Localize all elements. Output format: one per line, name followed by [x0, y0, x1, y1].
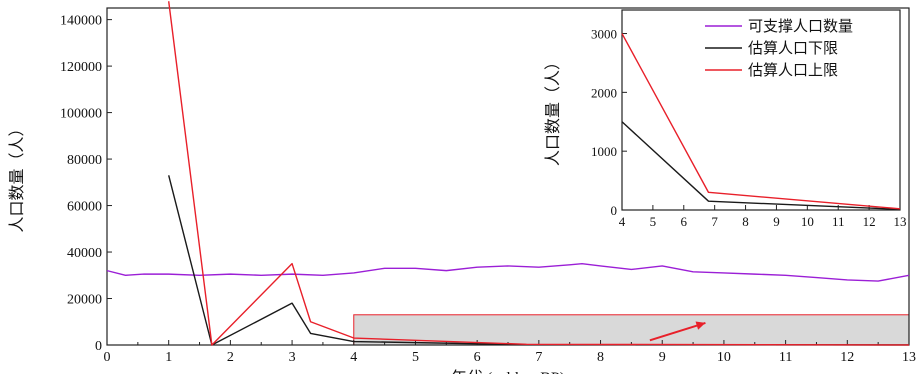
- inset-y-axis-title: 人口数量（人）: [544, 54, 562, 166]
- inset-y-tick-label: 0: [611, 203, 618, 218]
- main-x-tick-label: 5: [412, 350, 419, 365]
- inset-x-tick-label: 4: [619, 214, 626, 229]
- inset-x-tick-label: 6: [681, 214, 688, 229]
- main-y-tick-label: 60000: [67, 200, 102, 215]
- inset-x-tick-label: 12: [863, 214, 876, 229]
- inset-series-line-1: [621, 121, 901, 211]
- inset-x-tick-label: 7: [711, 214, 718, 229]
- main-x-tick-label: 11: [779, 350, 792, 365]
- main-x-tick-label: 9: [659, 350, 666, 365]
- main-plot: 0 1 2 3 4 5 6 7 8 9 10 11 12 130200004000060000800001…: [8, 1, 916, 374]
- main-x-tick-label: 3: [289, 350, 296, 365]
- inset-x-tick-label: 8: [742, 214, 749, 229]
- legend-label-3: 估算人口上限: [748, 61, 838, 79]
- main-y-axis: 0 20000 40000 60000 80000 100000 120000 140000: [60, 14, 112, 354]
- main-y-tick-label: 100000: [60, 107, 102, 122]
- inset-background: [622, 10, 900, 210]
- main-y-tick-label: 140000: [60, 14, 102, 29]
- inset-x-tick-label: 9: [773, 214, 780, 229]
- inset-y-tick-label: 3000: [591, 27, 617, 42]
- main-x-tick-label: 10: [717, 350, 731, 365]
- main-series-line-1: [106, 262, 910, 282]
- inset-y-tick-label: 1000: [591, 144, 617, 159]
- inset-x-tick-label: 11: [832, 214, 845, 229]
- inset-plot-frame: [621, 9, 901, 211]
- main-series-line-3: [167, 1, 910, 346]
- main-y-tick-label: 40000: [67, 246, 102, 261]
- pointer-arrow-head: [695, 321, 706, 330]
- inset-x-tick-label: 10: [801, 214, 814, 229]
- legend-label-1: 可支撑人口数量: [748, 18, 853, 35]
- main-x-tick-label: 6: [474, 350, 481, 365]
- main-x-tick-label: 4: [350, 350, 357, 365]
- inset-plot: 4 5 6 7 8 9 10 11 12 13 0 1000 2000 3000 人口数量（人）: [544, 9, 907, 229]
- inset-y-axis: 0 1000 2000 3000: [591, 27, 627, 218]
- inset-x-tick-label: 13: [894, 214, 907, 229]
- main-y-tick-label: 80000: [67, 153, 102, 168]
- main-x-tick-label: 12: [840, 350, 854, 365]
- main-x-tick-label: 8: [597, 350, 604, 365]
- main-x-axis: 0 1 2 3 4 5 6 7 8 9 10 11 12 13: [104, 340, 916, 365]
- inset-x-axis: 4 5 6 7 8 9 10 11 12 13: [619, 205, 907, 229]
- main-x-tick-label: 2: [227, 350, 234, 365]
- main-x-tick-label: 7: [535, 350, 542, 365]
- inset-y-tick-label: 2000: [591, 85, 617, 100]
- main-x-axis-title: 年代 (cal kyr BP): [451, 369, 565, 374]
- main-y-tick-label: 20000: [67, 293, 102, 308]
- main-x-tick-label: 13: [902, 350, 916, 365]
- main-y-tick-label: 120000: [60, 60, 102, 75]
- inset-series-line-2: [621, 33, 901, 210]
- main-y-axis-title: 人口数量（人）: [8, 120, 26, 232]
- legend-label-2: 估算人口下限: [748, 39, 838, 57]
- inset-x-tick-label: 5: [650, 214, 657, 229]
- highlight-region: [353, 314, 910, 346]
- main-y-tick-label: 0: [95, 339, 102, 354]
- main-x-tick-label: 0: [104, 350, 111, 365]
- main-x-tick-label: 1: [165, 350, 172, 365]
- pointer-arrow-shaft: [649, 321, 706, 342]
